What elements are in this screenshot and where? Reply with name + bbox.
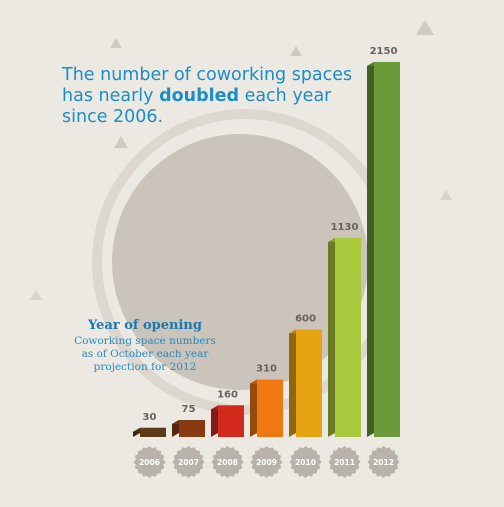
value-label: 30 bbox=[143, 412, 157, 423]
title-text: The number of coworking spaces bbox=[61, 65, 352, 85]
bar bbox=[257, 379, 283, 437]
x-tick-label: 2008 bbox=[217, 458, 238, 467]
annotation-heading: Year of opening bbox=[87, 318, 202, 333]
value-label: 600 bbox=[295, 313, 316, 324]
triangle bbox=[290, 46, 302, 56]
bar bbox=[218, 405, 244, 437]
triangle bbox=[440, 190, 452, 200]
year-badge bbox=[250, 446, 283, 478]
year-badge bbox=[172, 446, 205, 478]
triangle bbox=[114, 136, 128, 148]
year-badge bbox=[367, 446, 400, 478]
bar bbox=[374, 62, 400, 437]
triangle bbox=[30, 290, 42, 300]
bar-side bbox=[289, 329, 296, 437]
title-text: since 2006. bbox=[62, 107, 163, 127]
title-emphasis: doubled bbox=[159, 86, 239, 106]
bar bbox=[179, 420, 205, 437]
year-badge bbox=[211, 446, 244, 478]
year-badge bbox=[328, 446, 361, 478]
bar bbox=[140, 427, 166, 437]
value-label: 2150 bbox=[370, 46, 398, 57]
value-label: 1130 bbox=[331, 222, 359, 233]
annotation-line: Coworking space numbers bbox=[74, 335, 216, 347]
bar-side bbox=[211, 405, 218, 437]
annotation-line: as of October each year bbox=[82, 348, 210, 360]
x-tick-label: 2009 bbox=[256, 458, 277, 467]
x-tick-label: 2006 bbox=[139, 458, 160, 467]
year-badge bbox=[289, 446, 322, 478]
title-line: has nearly doubled each year bbox=[62, 86, 332, 106]
bar-side bbox=[172, 420, 179, 437]
title-text: each year bbox=[239, 86, 332, 106]
triangle bbox=[110, 38, 122, 48]
title-text: has nearly bbox=[62, 86, 159, 106]
x-tick-label: 2010 bbox=[295, 458, 316, 467]
year-badge bbox=[133, 446, 166, 478]
bar bbox=[335, 238, 361, 437]
disc bbox=[112, 134, 368, 390]
bar-side bbox=[328, 238, 335, 437]
x-tick-label: 2007 bbox=[178, 458, 199, 467]
title-line: since 2006. bbox=[62, 107, 163, 127]
value-label: 160 bbox=[217, 389, 238, 400]
bar bbox=[296, 329, 322, 437]
x-tick-label: 2011 bbox=[334, 458, 355, 467]
annotation-line: projection for 2012 bbox=[94, 361, 197, 373]
title-line: The number of coworking spaces bbox=[61, 65, 352, 85]
bar-side bbox=[250, 379, 257, 437]
value-label: 310 bbox=[256, 364, 277, 375]
x-tick-label: 2012 bbox=[373, 458, 394, 467]
triangle bbox=[416, 20, 434, 35]
value-label: 75 bbox=[182, 404, 196, 415]
bar-side bbox=[367, 62, 374, 437]
